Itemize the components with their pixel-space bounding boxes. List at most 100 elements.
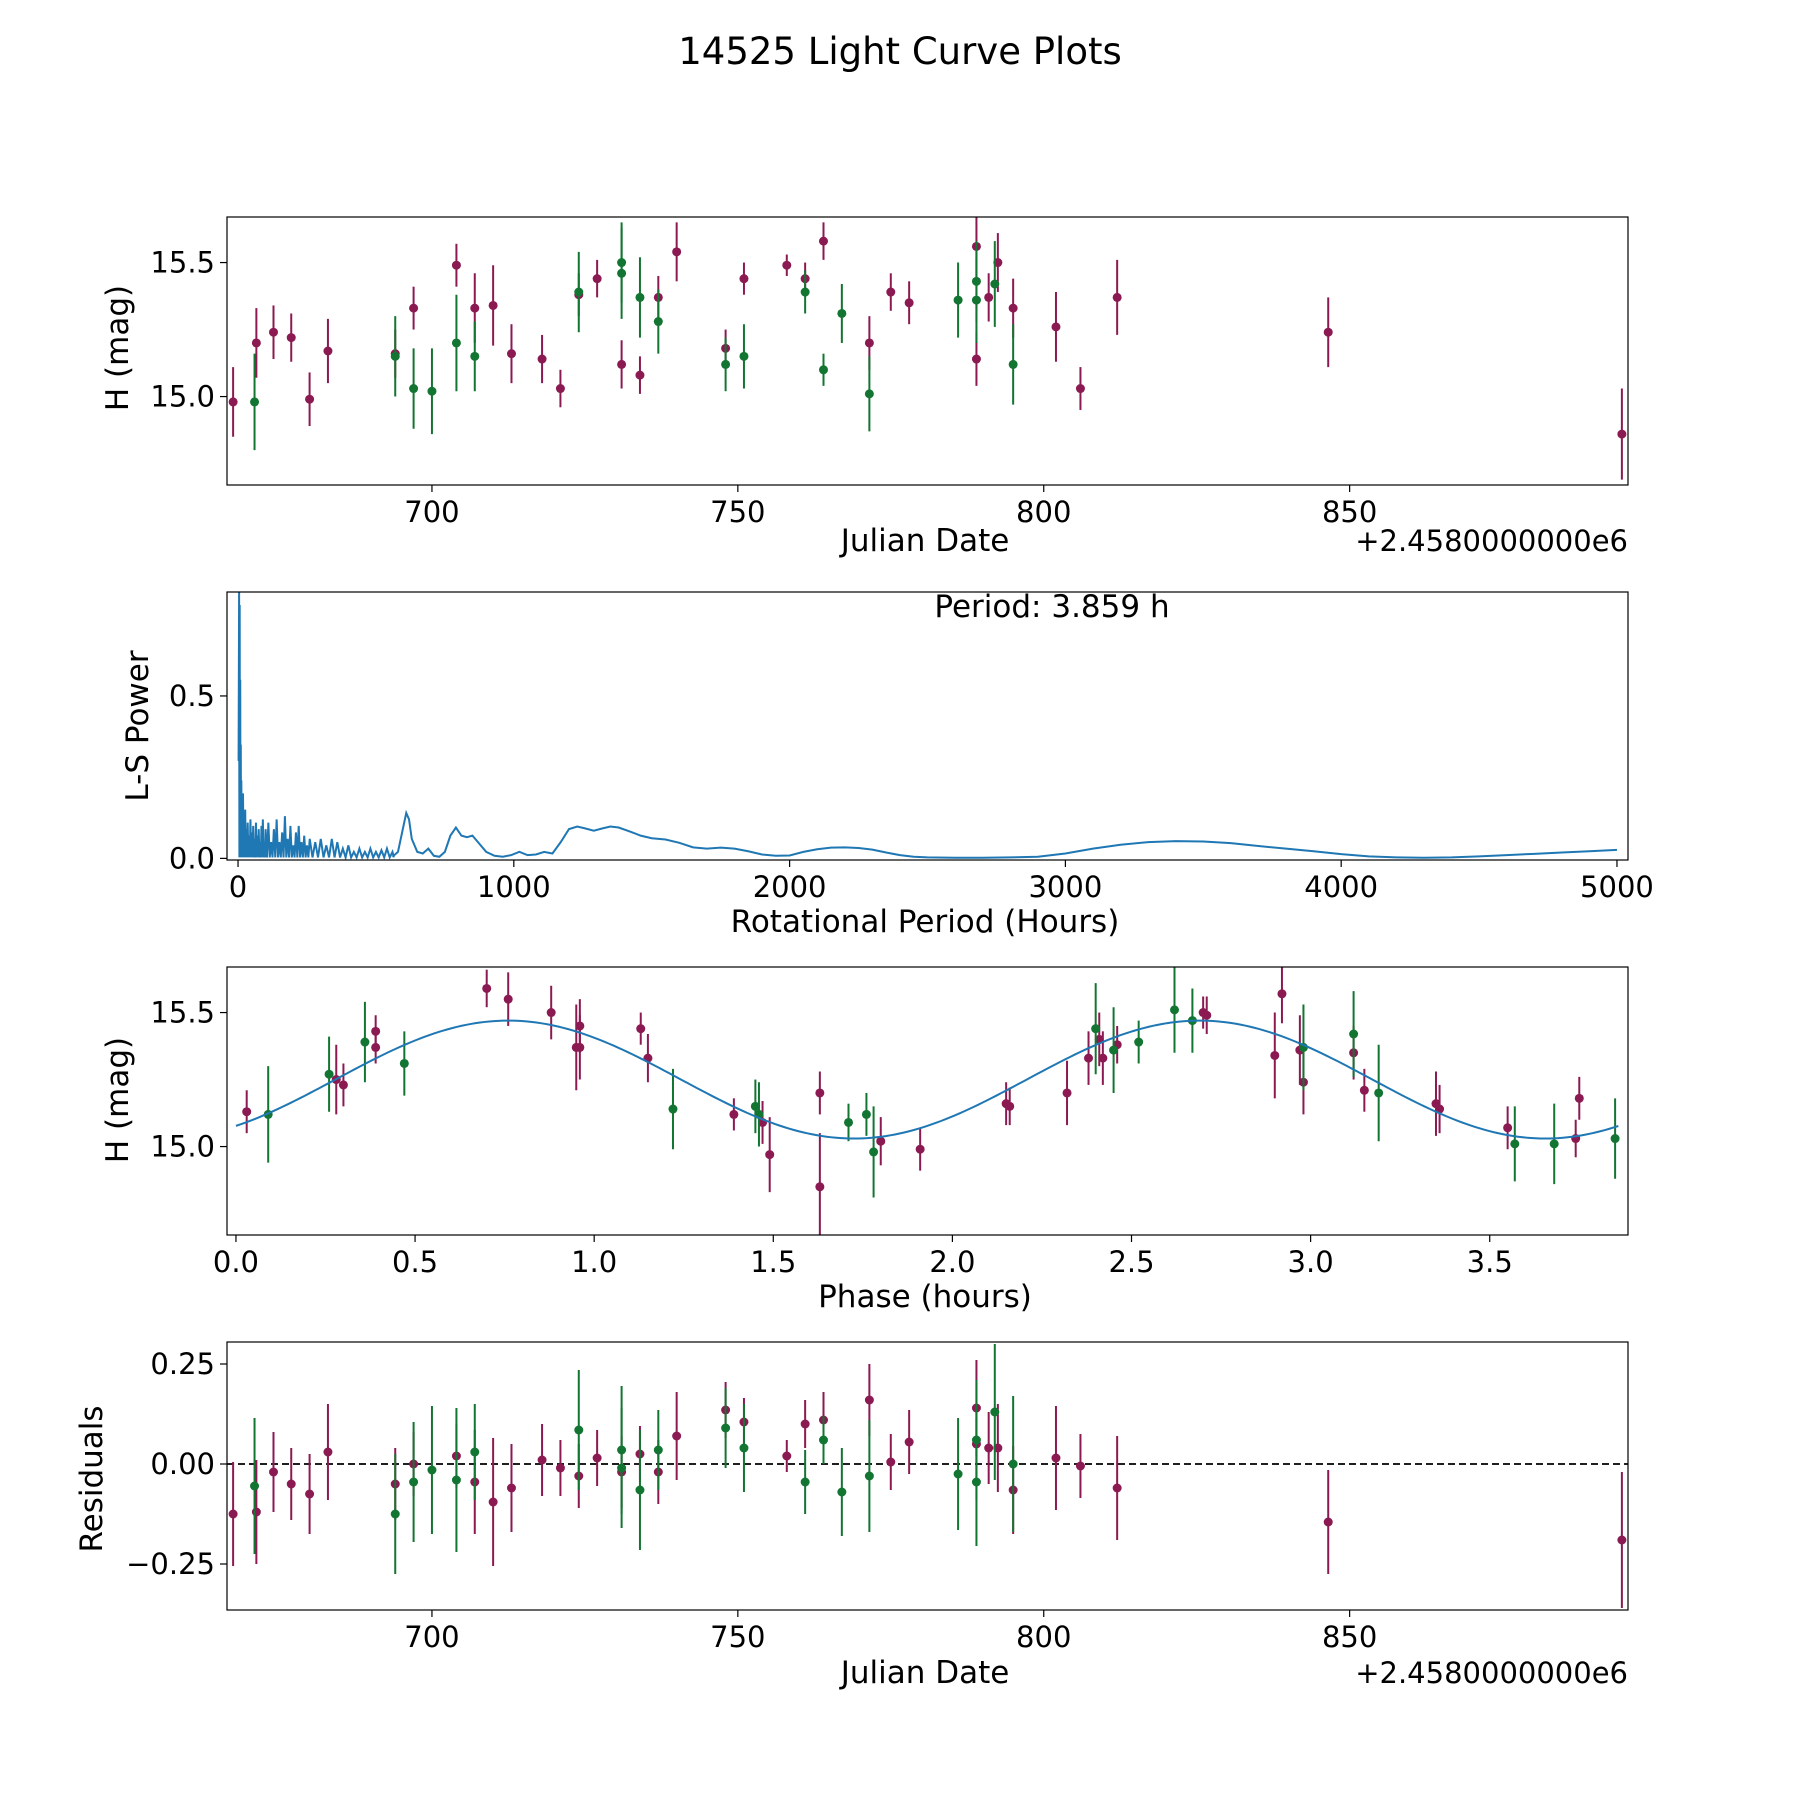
data-point-magenta <box>1277 989 1287 999</box>
data-point-magenta <box>782 1451 792 1461</box>
data-point-magenta <box>886 287 896 297</box>
data-point-magenta <box>635 370 645 380</box>
x-tick-label: 2000 <box>753 870 827 904</box>
data-point-magenta <box>1051 1453 1061 1463</box>
x-tick-label: 1.5 <box>750 1245 796 1279</box>
data-point-green <box>971 295 981 305</box>
data-point-magenta <box>305 1489 315 1499</box>
data-point-magenta <box>286 333 296 343</box>
data-point-green <box>399 1058 409 1068</box>
x-tick-label: 4000 <box>1304 870 1378 904</box>
data-point-magenta <box>1112 292 1122 302</box>
data-point-green <box>739 351 749 361</box>
axes-frame <box>226 591 1629 861</box>
y-tick-label: 0.25 <box>150 1347 215 1381</box>
data-point-magenta <box>876 1136 886 1146</box>
periodogram-xlabel: Rotational Period (Hours) <box>731 904 1120 940</box>
residuals-xlabel: Julian Date <box>839 1655 1010 1691</box>
data-point-green <box>470 351 480 361</box>
data-point-magenta <box>617 359 627 369</box>
data-point-magenta <box>409 303 419 313</box>
data-layer <box>228 1344 1627 1608</box>
data-point-magenta <box>323 1447 333 1457</box>
data-point-magenta <box>305 394 315 404</box>
data-point-green <box>617 1463 627 1473</box>
x-tick-label: 700 <box>404 495 459 529</box>
data-point-magenta <box>765 1150 775 1160</box>
data-point-magenta <box>1202 1010 1212 1020</box>
data-point-magenta <box>1051 322 1061 332</box>
data-point-green <box>837 1487 847 1497</box>
data-point-green <box>390 351 400 361</box>
data-point-green <box>818 365 828 375</box>
phase-folded-xlabel: Phase (hours) <box>818 1279 1032 1315</box>
data-layer <box>228 217 1627 480</box>
data-point-green <box>739 1443 749 1453</box>
x-tick-label: 1000 <box>477 870 551 904</box>
data-point-magenta <box>1574 1093 1584 1103</box>
data-point-magenta <box>1359 1085 1369 1095</box>
data-point-magenta <box>242 1107 252 1117</box>
x-tick-label: 750 <box>710 495 765 529</box>
data-point-magenta <box>268 327 278 337</box>
data-point-magenta <box>371 1026 381 1036</box>
data-point-green <box>409 1477 419 1487</box>
data-point-magenta <box>729 1109 739 1119</box>
x-tick-label: 3.0 <box>1288 1245 1334 1279</box>
data-point-magenta <box>1098 1053 1108 1063</box>
data-point-magenta <box>1323 327 1333 337</box>
data-point-green <box>635 1485 645 1495</box>
axes-frame <box>226 216 1629 486</box>
x-tick-label: 850 <box>1322 495 1377 529</box>
x-tick-label: 2.0 <box>929 1245 975 1279</box>
data-point-green <box>1134 1037 1144 1047</box>
data-point-green <box>1008 359 1018 369</box>
data-point-magenta <box>1617 429 1627 439</box>
data-point-magenta <box>451 260 461 270</box>
data-point-magenta <box>555 384 565 394</box>
data-point-magenta <box>904 298 914 308</box>
data-point-magenta <box>782 260 792 270</box>
data-point-magenta <box>228 1509 238 1519</box>
data-point-magenta <box>1075 1461 1085 1471</box>
data-point-green <box>990 1407 1000 1417</box>
x-tick-label: 1.0 <box>571 1245 617 1279</box>
data-point-magenta <box>268 1467 278 1477</box>
data-point-magenta <box>470 303 480 313</box>
data-point-magenta <box>904 1437 914 1447</box>
light-curve-ylabel: H (mag) <box>100 285 136 411</box>
data-point-magenta <box>800 1419 810 1429</box>
data-point-green <box>427 386 437 396</box>
data-point-green <box>1091 1024 1101 1034</box>
data-point-magenta <box>915 1144 925 1154</box>
periodogram-panel: L-S Power Rotational Period (Hours) Peri… <box>120 589 1654 940</box>
phase-folded-ylabel: H (mag) <box>100 1037 136 1163</box>
data-point-magenta <box>338 1080 348 1090</box>
data-point-magenta <box>537 1455 547 1465</box>
data-point-magenta <box>984 292 994 302</box>
data-point-green <box>250 397 260 407</box>
data-point-magenta <box>488 1497 498 1507</box>
data-point-green <box>1610 1134 1620 1144</box>
periodogram-ylabel: L-S Power <box>120 650 156 801</box>
data-point-green <box>721 1423 731 1433</box>
data-point-magenta <box>251 338 261 348</box>
data-point-magenta <box>1617 1535 1627 1545</box>
data-point-green <box>250 1481 260 1491</box>
x-tick-label: 700 <box>404 1620 459 1654</box>
data-point-green <box>574 287 584 297</box>
data-point-magenta <box>818 236 828 246</box>
data-point-magenta <box>1005 1101 1015 1111</box>
light-curve-offset-label: +2.4580000000e6 <box>1355 524 1628 558</box>
data-point-green <box>861 1109 871 1119</box>
data-point-magenta <box>323 346 333 356</box>
y-tick-label: 0.00 <box>150 1447 215 1481</box>
data-point-magenta <box>546 1008 556 1018</box>
x-tick-label: 0.5 <box>392 1245 438 1279</box>
data-point-magenta <box>984 1443 994 1453</box>
data-point-green <box>409 384 419 394</box>
y-tick-label: 15.5 <box>150 246 215 280</box>
data-point-green <box>574 1425 584 1435</box>
data-point-magenta <box>482 983 492 993</box>
data-point-green <box>1510 1139 1520 1149</box>
